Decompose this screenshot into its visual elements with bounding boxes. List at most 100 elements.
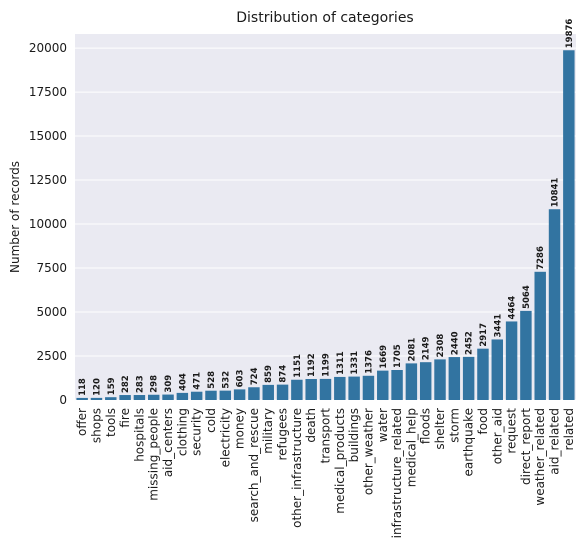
bar-medical_products — [334, 376, 346, 400]
y-tick-label: 7500 — [36, 261, 67, 275]
data-label-other_infrastructure: 1151 — [293, 354, 303, 378]
bar-search_and_rescue — [248, 387, 260, 400]
x-tick-label-offer: offer — [75, 408, 89, 436]
y-tick-label: 2500 — [36, 349, 67, 363]
x-tick-label-tools: tools — [104, 408, 118, 437]
bar-buildings — [348, 376, 360, 400]
bar-storm — [448, 357, 461, 400]
x-tick-label-money: money — [233, 408, 247, 449]
data-label-hospitals: 283 — [135, 375, 145, 393]
x-tick-label-cold: cold — [204, 408, 218, 433]
bar-aid_related — [548, 209, 561, 400]
data-label-request: 4464 — [508, 296, 518, 320]
bar-shops — [90, 397, 103, 400]
data-label-direct_report: 5064 — [522, 285, 532, 309]
x-tick-label-refugees: refugees — [276, 408, 290, 461]
x-tick-label-transport: transport — [319, 408, 333, 464]
data-label-other_weather: 1376 — [364, 350, 374, 374]
data-label-aid_centers: 309 — [164, 375, 174, 393]
y-axis-label: Number of records — [8, 161, 22, 273]
y-axis-ticks: 0 2500 5000 7500 10000 12500 15000 17500 20000 — [29, 41, 67, 407]
data-label-buildings: 1331 — [350, 351, 360, 375]
y-tick-label: 20000 — [29, 41, 67, 55]
bar-direct_report — [520, 310, 532, 400]
bar-food — [477, 348, 489, 400]
x-tick-label-other_infrastructure: other_infrastructure — [290, 408, 304, 528]
data-label-floods: 2149 — [422, 336, 432, 360]
x-tick-label-buildings: buildings — [347, 408, 361, 462]
data-labels: 118 120 159 282 283 298 309 404 471 528 532 603 724 8… — [78, 19, 575, 396]
x-tick-label-missing_people: missing_people — [147, 408, 161, 501]
bars — [76, 50, 575, 400]
data-label-military: 859 — [264, 365, 274, 383]
data-label-tools: 159 — [107, 377, 117, 395]
x-tick-label-security: security — [190, 408, 204, 456]
data-label-storm: 2440 — [450, 331, 460, 355]
bar-money — [233, 389, 246, 400]
x-tick-label-direct_report: direct_report — [519, 408, 533, 485]
bar-shelter — [434, 359, 446, 400]
data-label-cold: 528 — [207, 371, 217, 389]
x-tick-label-shops: shops — [89, 408, 103, 443]
data-label-medical_products: 1311 — [336, 351, 346, 375]
x-tick-label-medical_products: medical_products — [333, 408, 347, 514]
bar-water — [377, 370, 389, 400]
data-label-related: 19876 — [565, 19, 575, 49]
x-tick-label-medical_help: medical_help — [404, 408, 418, 487]
data-label-shelter: 2308 — [436, 334, 446, 358]
y-tick-label: 15000 — [29, 129, 67, 143]
data-label-clothing: 404 — [178, 373, 188, 391]
x-tick-label-other_aid: other_aid — [490, 408, 504, 464]
x-tick-label-infrastructure_related: infrastructure_related — [390, 408, 404, 538]
bar-related — [563, 50, 575, 400]
bar-other_weather — [362, 375, 375, 400]
bar-weather_related — [534, 271, 546, 400]
bar-military — [262, 384, 274, 400]
data-label-transport: 1199 — [322, 353, 332, 377]
bar-other_infrastructure — [291, 379, 303, 400]
bar-offer — [76, 397, 88, 400]
x-tick-label-floods: floods — [419, 408, 433, 444]
x-tick-label-storm: storm — [447, 408, 461, 443]
x-tick-label-water: water — [376, 408, 390, 442]
x-tick-label-search_and_rescue: search_and_rescue — [247, 408, 261, 522]
bar-floods — [419, 362, 432, 400]
x-tick-label-hospitals: hospitals — [132, 408, 146, 462]
x-tick-label-request: request — [505, 408, 519, 454]
x-axis-ticks: offer shops tools fire hospitals missing_peop… — [75, 408, 576, 539]
bar-electricity — [219, 390, 232, 400]
data-label-security: 471 — [193, 372, 203, 390]
data-label-electricity: 532 — [221, 371, 231, 389]
bar-aid_centers — [162, 394, 174, 400]
data-label-shops: 120 — [92, 378, 102, 396]
data-label-food: 2917 — [479, 323, 489, 347]
bar-medical_help — [405, 363, 418, 400]
x-tick-label-weather_related: weather_related — [533, 408, 547, 506]
y-tick-label: 0 — [59, 393, 67, 407]
x-tick-label-other_weather: other_weather — [361, 408, 375, 495]
data-label-missing_people: 298 — [150, 375, 160, 393]
plot-area — [75, 34, 576, 400]
data-label-money: 603 — [236, 370, 246, 388]
bar-hospitals — [133, 395, 146, 400]
bar-refugees — [276, 384, 289, 400]
data-label-water: 1669 — [379, 345, 389, 369]
x-tick-label-aid_related: aid_related — [548, 408, 562, 475]
bar-infrastructure_related — [391, 369, 403, 400]
x-tick-label-death: death — [304, 408, 318, 443]
data-label-medical_help: 2081 — [407, 338, 417, 362]
x-tick-label-earthquake: earthquake — [462, 408, 476, 476]
bar-transport — [319, 378, 332, 400]
x-tick-label-electricity: electricity — [218, 408, 232, 467]
x-tick-label-food: food — [476, 408, 490, 435]
y-tick-label: 12500 — [29, 173, 67, 187]
data-label-earthquake: 2452 — [465, 331, 475, 355]
y-tick-label: 10000 — [29, 217, 67, 231]
bar-request — [505, 321, 518, 400]
bar-fire — [119, 395, 131, 400]
data-label-offer: 118 — [78, 378, 88, 396]
bar-clothing — [176, 392, 189, 400]
bar-tools — [105, 397, 117, 400]
bar-earthquake — [462, 356, 475, 400]
